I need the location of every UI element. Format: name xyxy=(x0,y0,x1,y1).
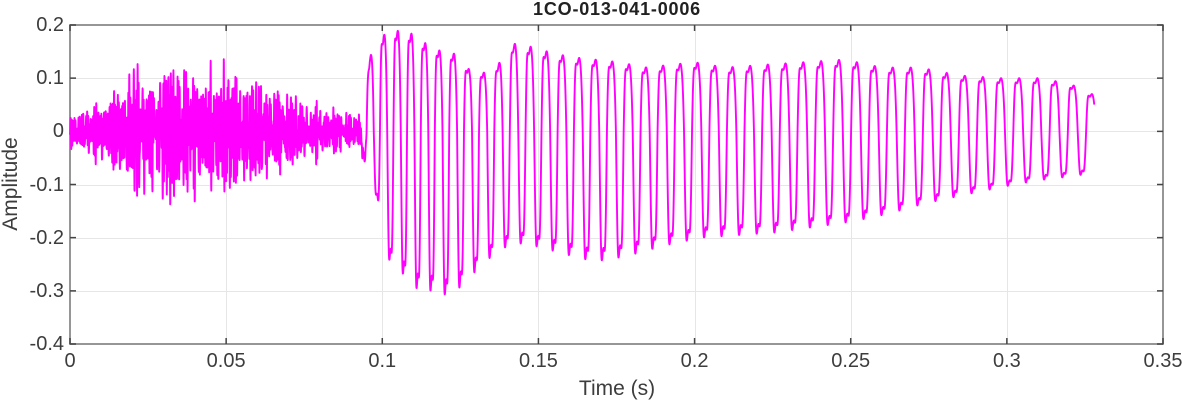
y-tick-label: -0.1 xyxy=(29,173,64,196)
x-axis-label: Time (s) xyxy=(578,377,656,400)
y-tick-label: -0.4 xyxy=(29,333,64,355)
plot-title: 1CO-013-041-0006 xyxy=(533,0,701,19)
y-tick-label: 0.1 xyxy=(36,67,64,90)
x-tick-label: 0.2 xyxy=(680,350,709,372)
x-tick-label: 0 xyxy=(64,350,76,372)
y-tick-label: 0.2 xyxy=(36,14,64,36)
y-tick-label: -0.3 xyxy=(29,279,64,302)
x-tick-label: 0.25 xyxy=(831,350,871,372)
x-tick-label: 0.3 xyxy=(992,350,1021,372)
x-tick-label: 0.1 xyxy=(368,350,397,372)
x-tick-label: 0.05 xyxy=(206,350,246,372)
x-tick-label: 0.35 xyxy=(1143,350,1182,372)
x-tick-label: 0.15 xyxy=(518,350,558,372)
y-tick-label: -0.2 xyxy=(29,226,64,249)
y-tick-label: 0 xyxy=(52,120,64,143)
